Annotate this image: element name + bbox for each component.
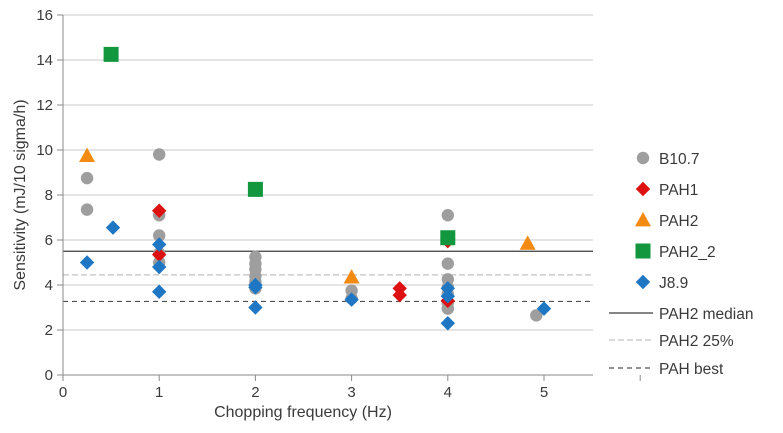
- x-tick-label: 2: [251, 384, 259, 401]
- data-point-pah1: [392, 287, 407, 303]
- data-point-b10-7: [80, 203, 94, 216]
- y-tick-label: 8: [45, 187, 53, 204]
- legend-marker: [636, 151, 650, 165]
- y-tick-label: 12: [36, 97, 53, 114]
- legend-label: PAH2: [659, 213, 698, 230]
- data-point-pah1: [152, 247, 167, 262]
- data-point-pah2: [343, 269, 360, 284]
- data-point-j8-9: [440, 281, 455, 296]
- legend-label: B10.7: [659, 151, 700, 168]
- y-tick-label: 6: [45, 232, 53, 249]
- data-point-pah2-2: [247, 181, 263, 197]
- data-point-j8-9: [79, 255, 95, 270]
- y-tick-label: 14: [36, 52, 53, 69]
- data-point-pah2-2: [103, 46, 119, 62]
- data-point-b10-7: [80, 171, 94, 185]
- data-point-j8-9: [152, 284, 167, 299]
- legend-label: PAH2 median: [659, 306, 753, 323]
- y-tick-label: 0: [45, 367, 53, 384]
- y-tick-label: 4: [45, 277, 53, 294]
- x-tick-label: 5: [540, 384, 548, 401]
- legend-label: PAH best: [659, 361, 724, 378]
- legend-label: PAH2 25%: [659, 333, 734, 350]
- data-point-b10-7: [530, 309, 543, 322]
- legend-marker: [635, 243, 651, 259]
- data-point-b10-7: [441, 257, 454, 270]
- legend-marker: [635, 274, 651, 290]
- legend-label: J8.9: [659, 275, 688, 292]
- legend-label: PAH2_2: [659, 244, 716, 261]
- data-point-b10-7: [153, 148, 166, 161]
- data-point-b10-7: [153, 229, 166, 242]
- data-point-j8-9: [105, 220, 121, 235]
- data-point-j8-9: [152, 237, 167, 252]
- x-axis-title: Chopping frequency (Hz): [214, 404, 392, 421]
- data-point-j8-9: [344, 292, 359, 307]
- legend-marker: [635, 212, 651, 227]
- y-tick-label: 16: [36, 7, 53, 24]
- data-point-j8-9: [440, 316, 455, 331]
- x-tick-label: 1: [155, 384, 163, 401]
- x-tick-label: 3: [347, 384, 355, 401]
- y-tick-label: 2: [45, 322, 53, 339]
- data-point-pah2: [519, 235, 536, 250]
- data-point-j8-9: [248, 280, 263, 295]
- data-point-j8-9: [440, 289, 455, 304]
- reference-lines: [63, 250, 593, 303]
- legend: B10.7 PAH1 PAH2 PAH2_2 J8.9 PAH2 median PAH2 2…: [609, 151, 753, 378]
- x-tick-label: 0: [59, 384, 67, 401]
- x-tick-label: 4: [444, 384, 452, 401]
- legend-marker: [635, 181, 651, 197]
- data-point-pah2-2: [440, 230, 456, 246]
- legend-label: PAH1: [659, 182, 698, 199]
- data-point-pah2: [79, 147, 96, 163]
- data-point-b10-7: [441, 302, 454, 315]
- y-tick-label: 10: [36, 142, 53, 159]
- data-point-j8-9: [152, 259, 167, 275]
- data-point-b10-7: [441, 209, 454, 222]
- data-point-j8-9: [248, 300, 263, 315]
- y-axis-title: Sensitivity (mJ/10 sigma/h): [12, 99, 29, 290]
- data-point-pah1: [152, 203, 167, 218]
- data-point-j8-9: [536, 301, 552, 316]
- data-points: [79, 46, 552, 331]
- grid-layer: [63, 14, 593, 331]
